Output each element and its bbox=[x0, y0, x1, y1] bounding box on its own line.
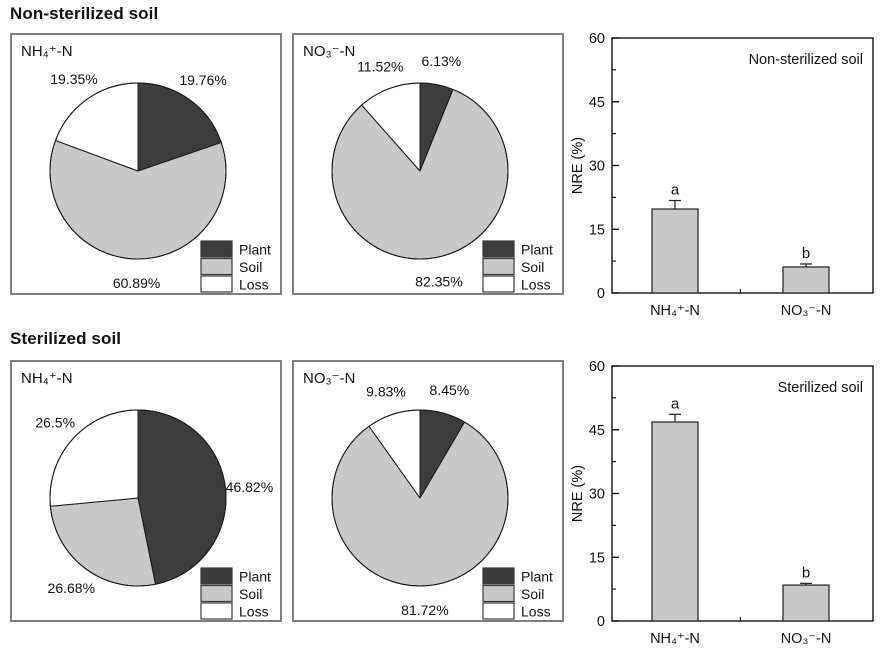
pie-value-label-soil: 60.89% bbox=[113, 275, 160, 291]
bar-NH₄⁺-N bbox=[651, 421, 699, 622]
legend-swatch-loss bbox=[200, 275, 233, 293]
legend-label-plant: Plant bbox=[239, 569, 271, 585]
pie-value-label-plant: 19.76% bbox=[179, 72, 226, 88]
legend-label-plant: Plant bbox=[239, 242, 271, 258]
bar-chart-non-sterilized-nre: 0 15 30 45 60 a NH₄⁺-N b NO₃⁻-N NRE (%) Non-steril… bbox=[570, 20, 882, 324]
y-tick-label: 0 bbox=[597, 614, 605, 630]
pie-panel-sterilized-no3: NO₃⁻-N 8.45% 81.72% 9.83% Plant Soil Loss bbox=[292, 360, 564, 622]
legend-swatch-plant bbox=[482, 567, 515, 585]
pie-value-label-soil: 82.35% bbox=[415, 273, 462, 289]
pie-value-label-loss: 26.5% bbox=[35, 415, 75, 431]
pie-panel-label: NO₃⁻-N bbox=[303, 43, 355, 60]
legend-swatch-plant bbox=[482, 240, 515, 258]
pie-outline bbox=[49, 409, 227, 587]
bar-chart-title: Non-sterilized soil bbox=[749, 52, 863, 68]
pie-value-label-loss: 9.83% bbox=[366, 383, 406, 399]
legend-label-plant: Plant bbox=[521, 569, 553, 585]
bar-chart-svg: 0 15 30 45 60 a NH₄⁺-N b NO₃⁻-N NRE (%) Sterilized… bbox=[570, 359, 874, 647]
legend-swatch-soil bbox=[200, 257, 233, 276]
x-category-label: NO₃⁻-N bbox=[781, 631, 832, 647]
pie-panel-sterilized-nh4: NH₄⁺-N 46.82% 26.68% 26.5% Plant Soil Loss bbox=[10, 360, 282, 622]
pie-value-label-loss: 11.52% bbox=[357, 58, 403, 74]
plot-box bbox=[611, 365, 874, 622]
legend-label-loss: Loss bbox=[521, 277, 551, 293]
section-heading-non-sterilized: Non-sterilized soil bbox=[10, 4, 159, 23]
plot-box bbox=[611, 37, 874, 294]
y-tick-label: 60 bbox=[589, 359, 605, 375]
y-tick-label: 15 bbox=[589, 222, 605, 238]
pie-value-label-plant: 8.45% bbox=[430, 382, 470, 398]
x-category-label: NH₄⁺-N bbox=[650, 303, 700, 319]
y-tick-label: 30 bbox=[589, 159, 605, 175]
y-tick-label: 0 bbox=[597, 286, 605, 302]
legend-swatch-loss bbox=[200, 602, 233, 620]
bar-NO₃⁻-N bbox=[782, 584, 830, 622]
legend-swatch-loss bbox=[482, 602, 515, 620]
bar-NO₃⁻-N bbox=[782, 266, 830, 294]
legend-swatch-plant bbox=[200, 567, 233, 585]
pie-value-label-soil: 81.72% bbox=[401, 602, 448, 618]
bar-chart-sterilized-nre: 0 15 30 45 60 a NH₄⁺-N b NO₃⁻-N NRE (%) Sterilized… bbox=[570, 348, 882, 652]
legend-swatch-soil bbox=[482, 584, 515, 603]
pie-value-label-plant: 46.82% bbox=[226, 479, 273, 495]
y-tick-label: 30 bbox=[589, 487, 605, 503]
y-axis-label: NRE (%) bbox=[570, 137, 586, 194]
pie-slice-soil bbox=[49, 497, 156, 587]
pie-panel-label: NO₃⁻-N bbox=[303, 370, 355, 387]
legend-label-soil: Soil bbox=[521, 259, 544, 275]
legend-label-plant: Plant bbox=[521, 242, 553, 258]
y-tick-label: 45 bbox=[589, 423, 605, 439]
bar-chart-svg: 0 15 30 45 60 a NH₄⁺-N b NO₃⁻-N NRE (%) Non-steril… bbox=[570, 31, 874, 319]
pie-value-label-loss: 19.35% bbox=[50, 71, 97, 87]
legend-label-soil: Soil bbox=[521, 586, 544, 602]
pie-panel-label: NH₄⁺-N bbox=[21, 43, 73, 60]
legend-label-soil: Soil bbox=[239, 259, 262, 275]
significance-letter: b bbox=[802, 564, 810, 581]
pie-outline bbox=[331, 82, 509, 260]
pie-panel-label: NH₄⁺-N bbox=[21, 370, 73, 387]
pie-panel-non-sterilized-nh4: NH₄⁺-N 19.76% 60.89% 19.35% Plant Soil Loss bbox=[10, 33, 282, 295]
pie-value-label-plant: 6.13% bbox=[422, 53, 462, 69]
y-tick-label: 15 bbox=[589, 550, 605, 566]
x-category-label: NO₃⁻-N bbox=[781, 303, 832, 319]
bar-chart-title: Sterilized soil bbox=[778, 380, 863, 396]
pie-outline bbox=[331, 409, 509, 587]
significance-letter: b bbox=[802, 245, 810, 262]
legend-label-loss: Loss bbox=[239, 277, 269, 293]
legend-label-soil: Soil bbox=[239, 586, 262, 602]
y-tick-label: 60 bbox=[589, 31, 605, 47]
legend-label-loss: Loss bbox=[239, 604, 269, 620]
legend-label-loss: Loss bbox=[521, 604, 551, 620]
bar-NH₄⁺-N bbox=[651, 208, 699, 294]
pie-panel-non-sterilized-no3: NO₃⁻-N 6.13% 82.35% 11.52% Plant Soil Loss bbox=[292, 33, 564, 295]
y-tick-label: 45 bbox=[589, 95, 605, 111]
legend-swatch-plant bbox=[200, 240, 233, 258]
y-axis-label: NRE (%) bbox=[570, 465, 586, 522]
pie-outline bbox=[49, 82, 227, 260]
legend-swatch-loss bbox=[482, 275, 515, 293]
section-heading-sterilized: Sterilized soil bbox=[10, 329, 122, 348]
significance-letter: a bbox=[671, 182, 680, 199]
legend-swatch-soil bbox=[482, 257, 515, 276]
pie-value-label-soil: 26.68% bbox=[48, 580, 95, 596]
significance-letter: a bbox=[671, 395, 680, 412]
x-category-label: NH₄⁺-N bbox=[650, 631, 700, 647]
legend-swatch-soil bbox=[200, 584, 233, 603]
pie-slice-plant bbox=[137, 409, 227, 585]
